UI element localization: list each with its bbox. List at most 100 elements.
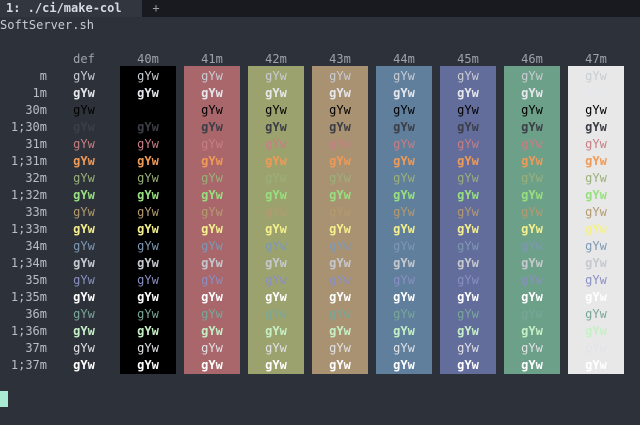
sample-cell: gYw	[585, 324, 607, 338]
sample-cell: gYw	[329, 137, 351, 151]
sample-cell: gYw	[457, 341, 479, 355]
sample-cell: gYw	[393, 256, 415, 270]
sample-cell: gYw	[329, 171, 351, 185]
sample-cell: gYw	[521, 137, 543, 151]
sample-cell: gYw	[393, 341, 415, 355]
sample-cell: gYw	[265, 256, 287, 270]
sample-cell: gYw	[73, 256, 95, 270]
bg-column-46m	[504, 66, 560, 374]
sample-cell: gYw	[73, 171, 95, 185]
sample-cell: gYw	[393, 120, 415, 134]
sample-cell: gYw	[73, 341, 95, 355]
sample-cell: gYw	[137, 188, 159, 202]
sample-cell: gYw	[457, 120, 479, 134]
sample-cell: gYw	[201, 358, 223, 372]
sample-cell: gYw	[521, 205, 543, 219]
sample-cell: gYw	[137, 273, 159, 287]
row-label: 1;30m	[10, 120, 47, 134]
sample-cell: gYw	[585, 256, 607, 270]
sample-cell: gYw	[265, 273, 287, 287]
sample-cell: gYw	[457, 222, 479, 236]
sample-cell: gYw	[457, 188, 479, 202]
sample-cell: gYw	[265, 307, 287, 321]
column-header-43m: 43m	[329, 52, 351, 66]
sample-cell: gYw	[137, 69, 159, 83]
row-label: 32m	[25, 171, 47, 185]
tab-active[interactable]: 1: ./ci/make-col	[0, 0, 142, 17]
sample-cell: gYw	[329, 86, 351, 100]
row-label: m	[39, 69, 47, 83]
bg-column-41m	[184, 66, 240, 374]
column-header-42m: 42m	[265, 52, 287, 66]
sample-cell: gYw	[329, 222, 351, 236]
sample-cell: gYw	[329, 256, 351, 270]
sample-cell: gYw	[585, 222, 607, 236]
sample-cell: gYw	[265, 290, 287, 304]
sample-cell: gYw	[137, 137, 159, 151]
sample-cell: gYw	[393, 69, 415, 83]
terminal-title-line: SoftServer.sh	[0, 18, 94, 32]
bg-column-42m	[248, 66, 304, 374]
sample-cell: gYw	[137, 290, 159, 304]
sample-cell: gYw	[393, 171, 415, 185]
row-label: 1m	[32, 86, 47, 100]
sample-cell: gYw	[201, 290, 223, 304]
sample-cell: gYw	[73, 222, 95, 236]
sample-cell: gYw	[137, 154, 159, 168]
sample-cell: gYw	[521, 307, 543, 321]
sample-cell: gYw	[137, 239, 159, 253]
column-header-47m: 47m	[585, 52, 607, 66]
sample-cell: gYw	[521, 341, 543, 355]
sample-cell: gYw	[329, 290, 351, 304]
sample-cell: gYw	[137, 205, 159, 219]
row-label: 1;31m	[10, 154, 47, 168]
column-header-41m: 41m	[201, 52, 223, 66]
sample-cell: gYw	[521, 86, 543, 100]
sample-cell: gYw	[329, 205, 351, 219]
sample-cell: gYw	[73, 273, 95, 287]
sample-cell: gYw	[265, 341, 287, 355]
sample-cell: gYw	[457, 86, 479, 100]
column-header-40m: 40m	[137, 52, 159, 66]
sample-cell: gYw	[265, 171, 287, 185]
sample-cell: gYw	[201, 86, 223, 100]
sample-cell: gYw	[201, 171, 223, 185]
sample-cell: gYw	[137, 222, 159, 236]
sample-cell: gYw	[265, 154, 287, 168]
column-header-44m: 44m	[393, 52, 415, 66]
row-label: 36m	[25, 307, 47, 321]
sample-cell: gYw	[393, 273, 415, 287]
sample-cell: gYw	[73, 154, 95, 168]
sample-cell: gYw	[201, 222, 223, 236]
sample-cell: gYw	[393, 307, 415, 321]
sample-cell: gYw	[137, 324, 159, 338]
sample-cell: gYw	[457, 205, 479, 219]
sample-cell: gYw	[201, 341, 223, 355]
sample-cell: gYw	[201, 120, 223, 134]
row-label: 1;33m	[10, 222, 47, 236]
sample-cell: gYw	[393, 324, 415, 338]
sample-cell: gYw	[457, 171, 479, 185]
sample-cell: gYw	[329, 69, 351, 83]
sample-cell: gYw	[521, 324, 543, 338]
sample-cell: gYw	[329, 341, 351, 355]
sample-cell: gYw	[201, 324, 223, 338]
sample-cell: gYw	[201, 69, 223, 83]
row-label: 34m	[25, 239, 47, 253]
column-header-46m: 46m	[521, 52, 543, 66]
sample-cell: gYw	[73, 290, 95, 304]
bg-column-45m	[440, 66, 496, 374]
sample-cell: gYw	[393, 86, 415, 100]
sample-cell: gYw	[585, 290, 607, 304]
row-label: 35m	[25, 273, 47, 287]
new-tab-button[interactable]: +	[152, 1, 160, 15]
sample-cell: gYw	[201, 205, 223, 219]
sample-cell: gYw	[73, 307, 95, 321]
sample-cell: gYw	[585, 239, 607, 253]
sample-cell: gYw	[265, 137, 287, 151]
sample-cell: gYw	[457, 137, 479, 151]
sample-cell: gYw	[521, 256, 543, 270]
sample-cell: gYw	[393, 205, 415, 219]
sample-cell: gYw	[201, 137, 223, 151]
sample-cell: gYw	[73, 188, 95, 202]
